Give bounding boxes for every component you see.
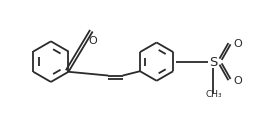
Text: O: O	[233, 39, 242, 49]
Text: S: S	[209, 56, 218, 69]
Text: CH₃: CH₃	[205, 89, 222, 98]
Text: O: O	[88, 36, 97, 46]
Text: O: O	[233, 76, 242, 85]
